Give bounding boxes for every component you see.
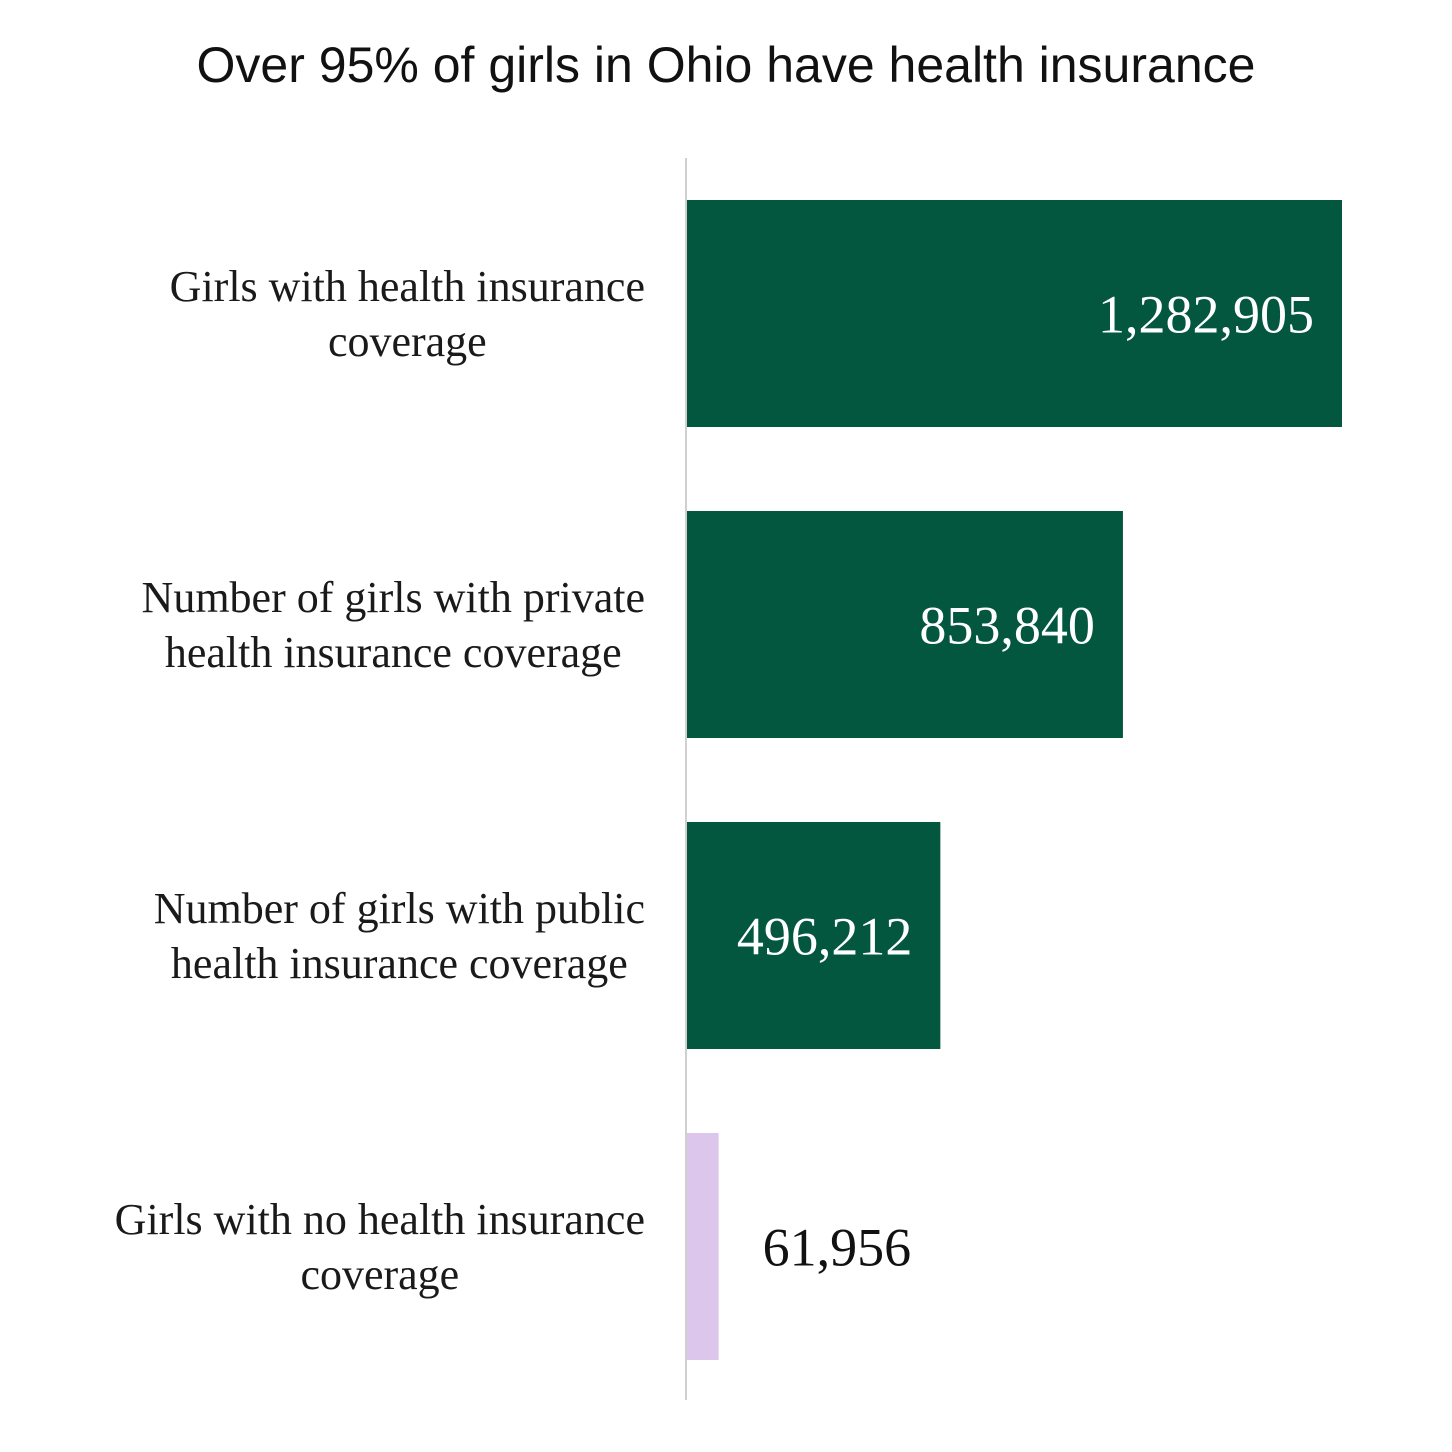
value-label-3: 496,212 [737, 907, 913, 967]
bar-1 [687, 200, 1342, 427]
category-label-3: Number of girls with public health insura… [154, 884, 645, 988]
value-label-4: 61,956 [763, 1218, 912, 1278]
chart-title: Over 95% of girls in Ohio have health in… [196, 37, 1256, 93]
bar-3 [687, 822, 941, 1049]
category-label-1: Girls with health insurance coverage [170, 262, 645, 366]
bar-4 [687, 1133, 719, 1360]
value-label-2: 853,840 [919, 596, 1095, 656]
bar-2 [687, 511, 1123, 738]
category-label-2: Number of girls with private health insur… [142, 573, 645, 677]
category-label-4: Girls with no health insurance coverage [115, 1195, 645, 1299]
value-label-1: 1,282,905 [1098, 285, 1314, 345]
